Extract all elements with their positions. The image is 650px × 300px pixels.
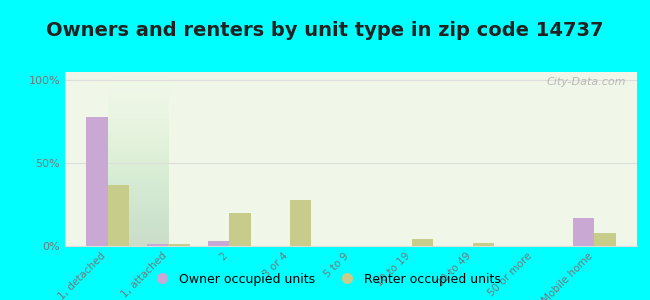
Text: City-Data.com: City-Data.com: [546, 77, 625, 87]
Bar: [594, 233, 616, 246]
Text: Owners and renters by unit type in zip code 14737: Owners and renters by unit type in zip c…: [46, 21, 604, 40]
Bar: [290, 200, 311, 246]
Legend: Owner occupied units, Renter occupied units: Owner occupied units, Renter occupied un…: [144, 268, 506, 291]
Bar: [108, 185, 129, 246]
Bar: [573, 218, 594, 246]
Bar: [229, 213, 251, 246]
Bar: [86, 117, 108, 246]
Bar: [473, 243, 494, 246]
Bar: [147, 244, 168, 246]
Bar: [208, 241, 229, 246]
Bar: [168, 244, 190, 246]
Bar: [412, 239, 433, 246]
